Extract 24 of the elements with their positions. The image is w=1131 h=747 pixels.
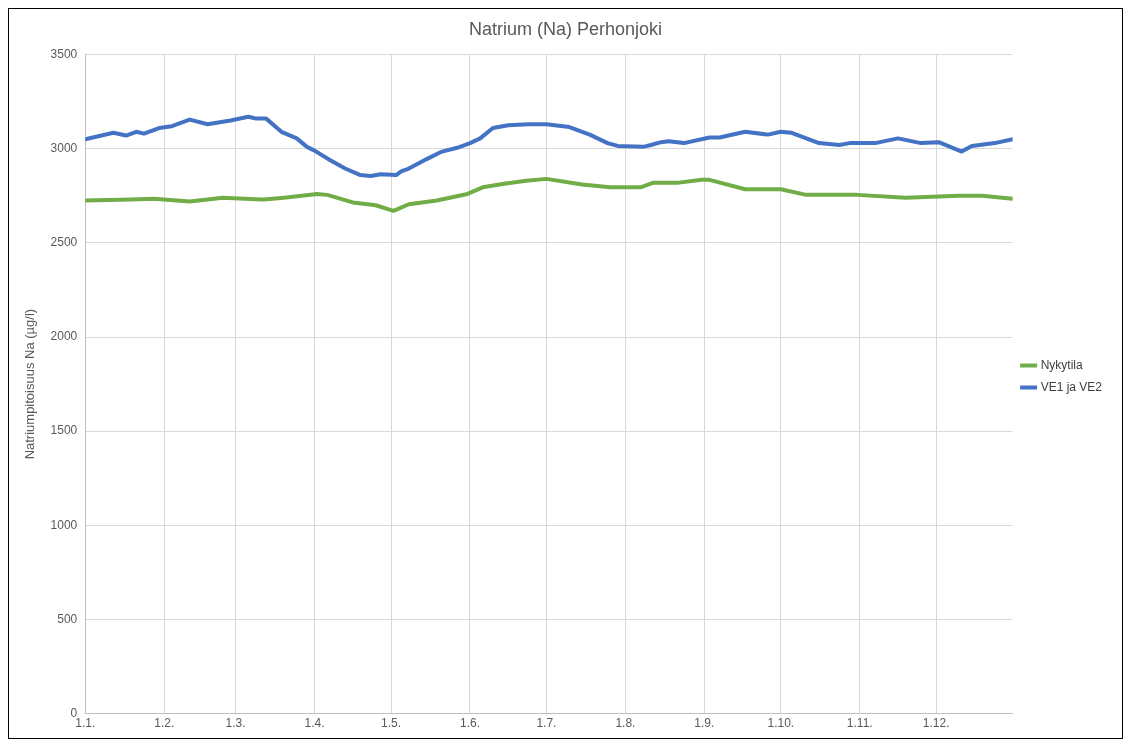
x-tick-label: 1.12. — [922, 716, 950, 731]
y-tick-label: 2000 — [50, 329, 78, 344]
x-tick-label: 1.4. — [304, 716, 325, 731]
y-tick-label: 3500 — [50, 46, 78, 61]
x-tick-label: 1.8. — [615, 716, 636, 731]
x-tick-label: 1.7. — [536, 716, 557, 731]
y-axis-title: Natriumpitoisuus Na (µg/l) — [22, 308, 38, 460]
y-tick-label: 1000 — [50, 517, 78, 532]
x-tick-label: 1.3. — [225, 716, 246, 731]
x-tick-label: 1.5. — [381, 716, 402, 731]
legend-label: VE1 ja VE2 — [1040, 379, 1103, 394]
x-tick-label: 1.9. — [694, 716, 715, 731]
y-tick-label: 3000 — [50, 141, 78, 156]
y-tick-label: 0 — [70, 705, 78, 720]
y-tick-label: 500 — [57, 611, 78, 626]
y-tick-label: 1500 — [50, 423, 78, 438]
chart-title: Natrium (Na) Perhonjoki — [468, 18, 663, 39]
y-tick-label: 2500 — [50, 235, 78, 250]
x-tick-label: 1.1. — [75, 716, 96, 731]
legend-label: Nykytila — [1040, 357, 1083, 372]
x-tick-label: 1.10. — [767, 716, 795, 731]
x-tick-label: 1.11. — [846, 716, 873, 731]
x-tick-label: 1.2. — [154, 716, 175, 731]
x-tick-label: 1.6. — [459, 716, 480, 731]
